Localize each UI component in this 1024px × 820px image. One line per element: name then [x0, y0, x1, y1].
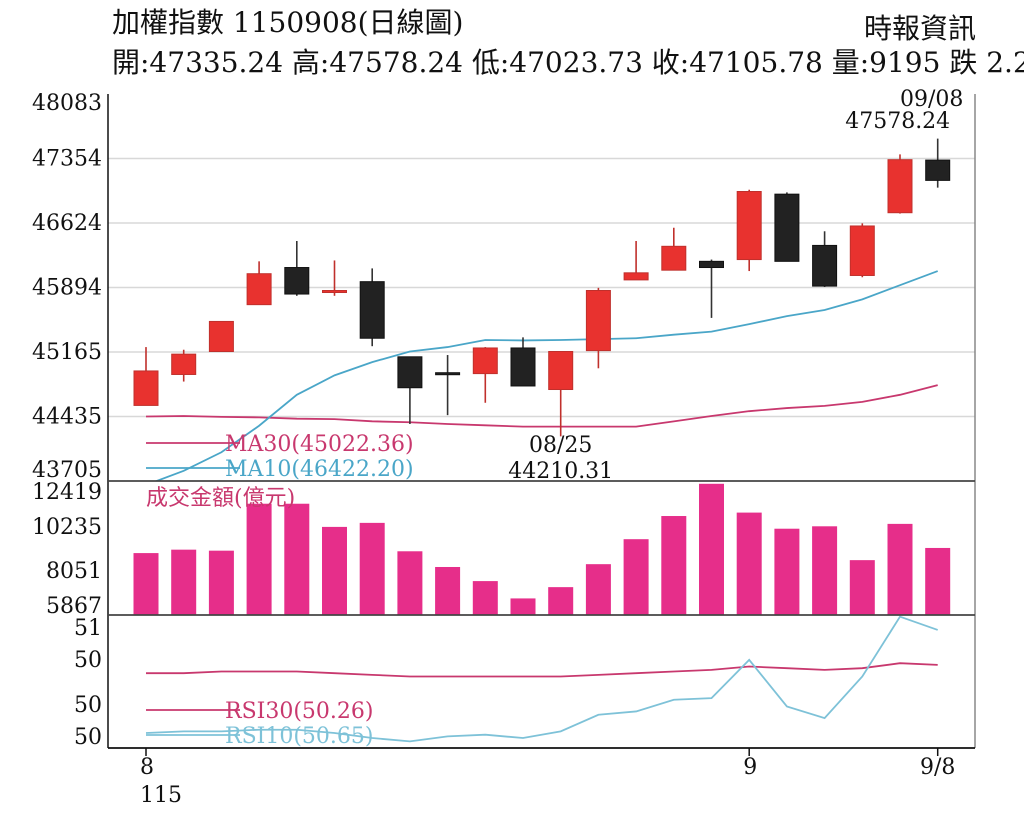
candle-body: [397, 356, 423, 389]
high-annotation-date: 09/08: [900, 87, 963, 112]
rsi-y-tick-label: 51: [74, 616, 102, 641]
price-y-tick-label: 45894: [32, 276, 102, 301]
candle-body: [925, 159, 951, 181]
x-tick-label: 8: [140, 755, 154, 780]
volume-bar: [736, 512, 762, 615]
volume-bar: [699, 483, 724, 615]
rsi-y-tick-label: 50: [74, 693, 102, 718]
candle-body: [774, 193, 800, 262]
volume-bar: [812, 526, 838, 615]
volume-bar: [925, 547, 951, 615]
candle-body: [208, 320, 234, 352]
ma10-line: [154, 270, 939, 481]
volume-bar: [397, 551, 423, 615]
volume-bar: [322, 526, 347, 615]
candle-body: [736, 191, 762, 261]
rsi30-line: [146, 662, 938, 678]
candle-body: [472, 347, 498, 375]
candle-body: [510, 347, 536, 387]
volume-bar: [510, 598, 536, 615]
low-annotation-value: 44210.31: [508, 459, 613, 484]
volume-bar: [435, 566, 461, 615]
candle-body: [284, 267, 310, 295]
candle-body: [812, 244, 838, 287]
ma10-legend-label: MA10(46422.20): [225, 457, 414, 482]
price-y-tick-label: 44435: [32, 404, 102, 429]
price-y-tick-label: 48083: [32, 91, 102, 116]
volume-y-tick-label: 5867: [46, 594, 102, 619]
volume-bar: [623, 539, 649, 615]
x-tick-label: 9: [743, 755, 757, 780]
candle-body: [585, 290, 611, 352]
price-y-tick-label: 47354: [32, 146, 102, 171]
candle-body: [359, 281, 385, 339]
high-annotation-value: 47578.24: [845, 109, 950, 134]
price-y-tick-label: 45165: [32, 340, 102, 365]
volume-bar: [171, 549, 197, 615]
price-y-tick-label: 46624: [32, 211, 102, 236]
rsi-y-tick-label: 50: [74, 648, 102, 673]
candle-body: [661, 245, 687, 271]
volume-y-tick-label: 8051: [46, 559, 102, 584]
x-tick-sublabel: 115: [140, 783, 182, 808]
volume-y-tick-label: 12419: [32, 480, 102, 505]
candle-body: [246, 273, 272, 306]
candle-body: [849, 225, 875, 276]
candle-body: [548, 350, 574, 391]
chart-title: 加權指數 1150908(日線圖): [112, 6, 464, 39]
ma30-line: [145, 384, 938, 428]
volume-bar: [887, 523, 913, 615]
volume-bar: [585, 564, 611, 615]
volume-bar: [133, 553, 159, 615]
candle-body: [623, 272, 649, 281]
candle-body: [699, 260, 724, 269]
rsi10-legend-label: RSI10(50.65): [225, 724, 373, 749]
volume-panel-title: 成交金額(億元): [146, 486, 295, 511]
ma30-legend-label: MA30(45022.36): [225, 432, 414, 457]
x-tick-label: 9/8: [920, 755, 955, 780]
volume-bar: [246, 503, 272, 615]
rsi-y-tick-label: 50: [74, 725, 102, 750]
volume-bar: [208, 550, 234, 615]
candle-body: [322, 290, 347, 294]
volume-bar: [548, 587, 574, 615]
ohlc-summary: 開:47335.24 高:47578.24 低:47023.73 收:47105…: [112, 46, 1024, 79]
volume-bar: [661, 516, 687, 615]
candle-body: [133, 370, 159, 406]
source-label: 時報資訊: [863, 12, 976, 45]
volume-y-tick-label: 10235: [32, 515, 102, 540]
candle-body: [171, 353, 197, 375]
candle-body: [435, 372, 461, 376]
volume-bar: [774, 528, 800, 615]
volume-bar: [359, 522, 385, 615]
volume-bar: [472, 581, 498, 615]
low-annotation-date: 08/25: [529, 433, 592, 458]
volume-bar: [284, 503, 310, 615]
rsi10-line: [145, 615, 938, 743]
candle-body: [887, 159, 913, 214]
price-y-tick-label: 43705: [32, 458, 102, 483]
volume-bar: [849, 560, 875, 615]
rsi30-legend-label: RSI30(50.26): [225, 699, 373, 724]
